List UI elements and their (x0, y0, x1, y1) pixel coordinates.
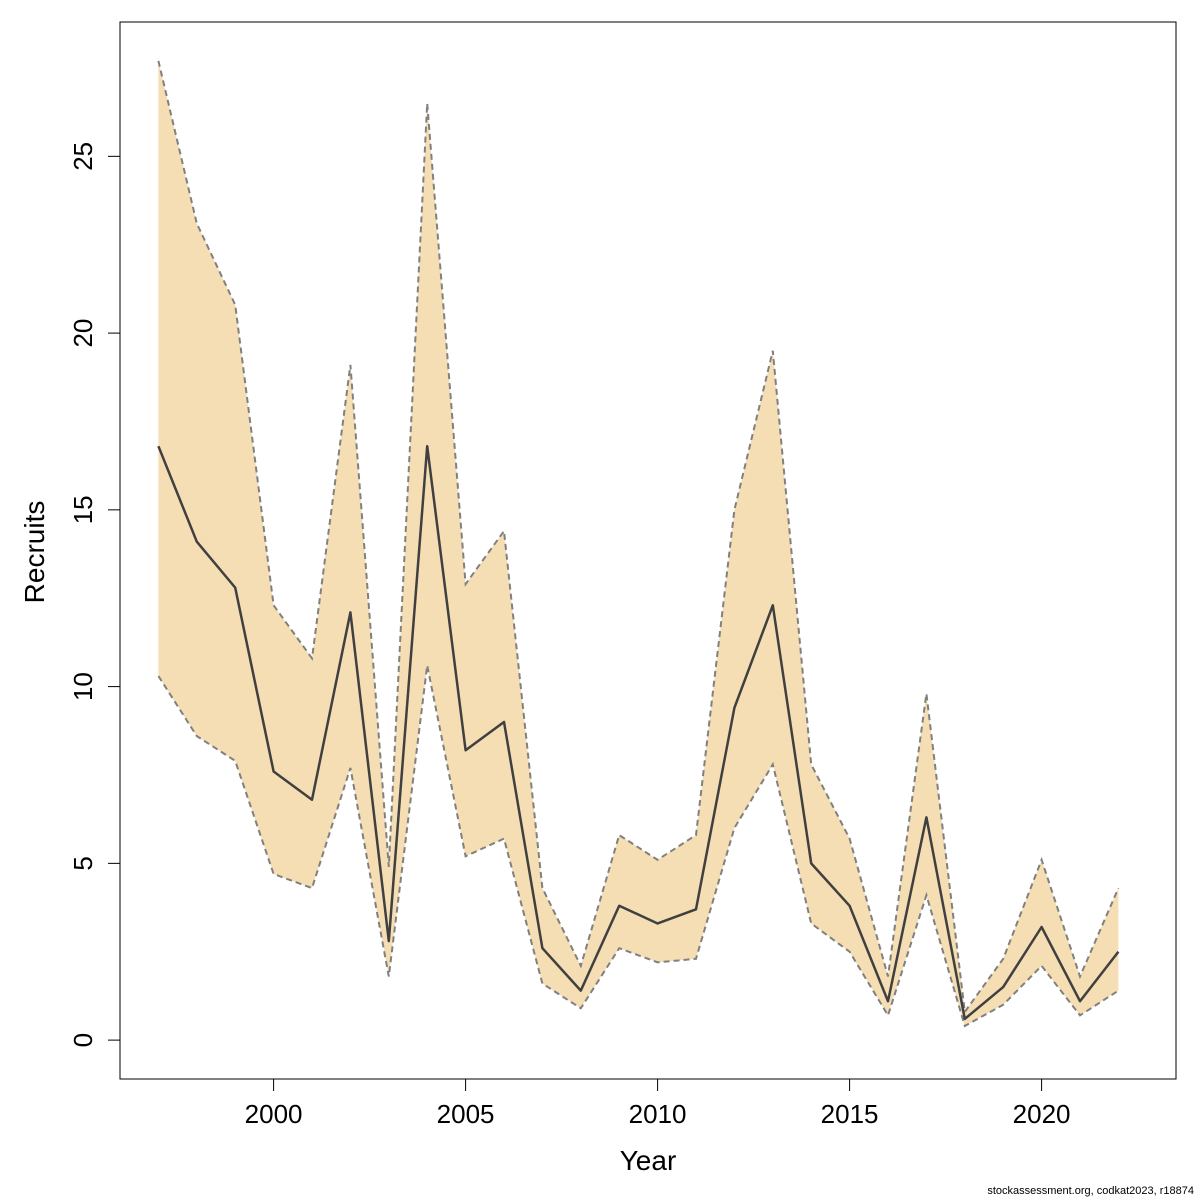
x-tick-label: 2010 (629, 1099, 687, 1129)
footer-credit: stockassessment.org, codkat2023, r18874 (987, 1185, 1194, 1197)
lower-bound-line (157, 665, 1119, 1028)
x-axis-title: Year (620, 1145, 677, 1176)
x-tick-label: 2015 (821, 1099, 879, 1129)
axes: 2000 2005 2010 2015 2020 0 5 10 15 20 25 (68, 142, 1071, 1129)
upper-bound-line (157, 60, 1120, 1015)
y-tick-label: 0 (68, 1033, 98, 1047)
y-tick-label: 5 (68, 856, 98, 870)
y-tick-label: 25 (68, 142, 98, 171)
x-tick-label: 2005 (437, 1099, 495, 1129)
y-tick-label: 10 (68, 672, 98, 701)
x-tick-label: 2020 (1013, 1099, 1071, 1129)
x-tick-label: 2000 (245, 1099, 303, 1129)
confidence-band (157, 60, 1120, 1028)
y-tick-label: 15 (68, 495, 98, 524)
estimate-series-line (157, 444, 1120, 1021)
band-fill (158, 60, 1119, 1026)
estimate-line (157, 444, 1120, 1021)
y-axis-title: Recruits (19, 501, 50, 604)
y-tick-label: 20 (68, 319, 98, 348)
